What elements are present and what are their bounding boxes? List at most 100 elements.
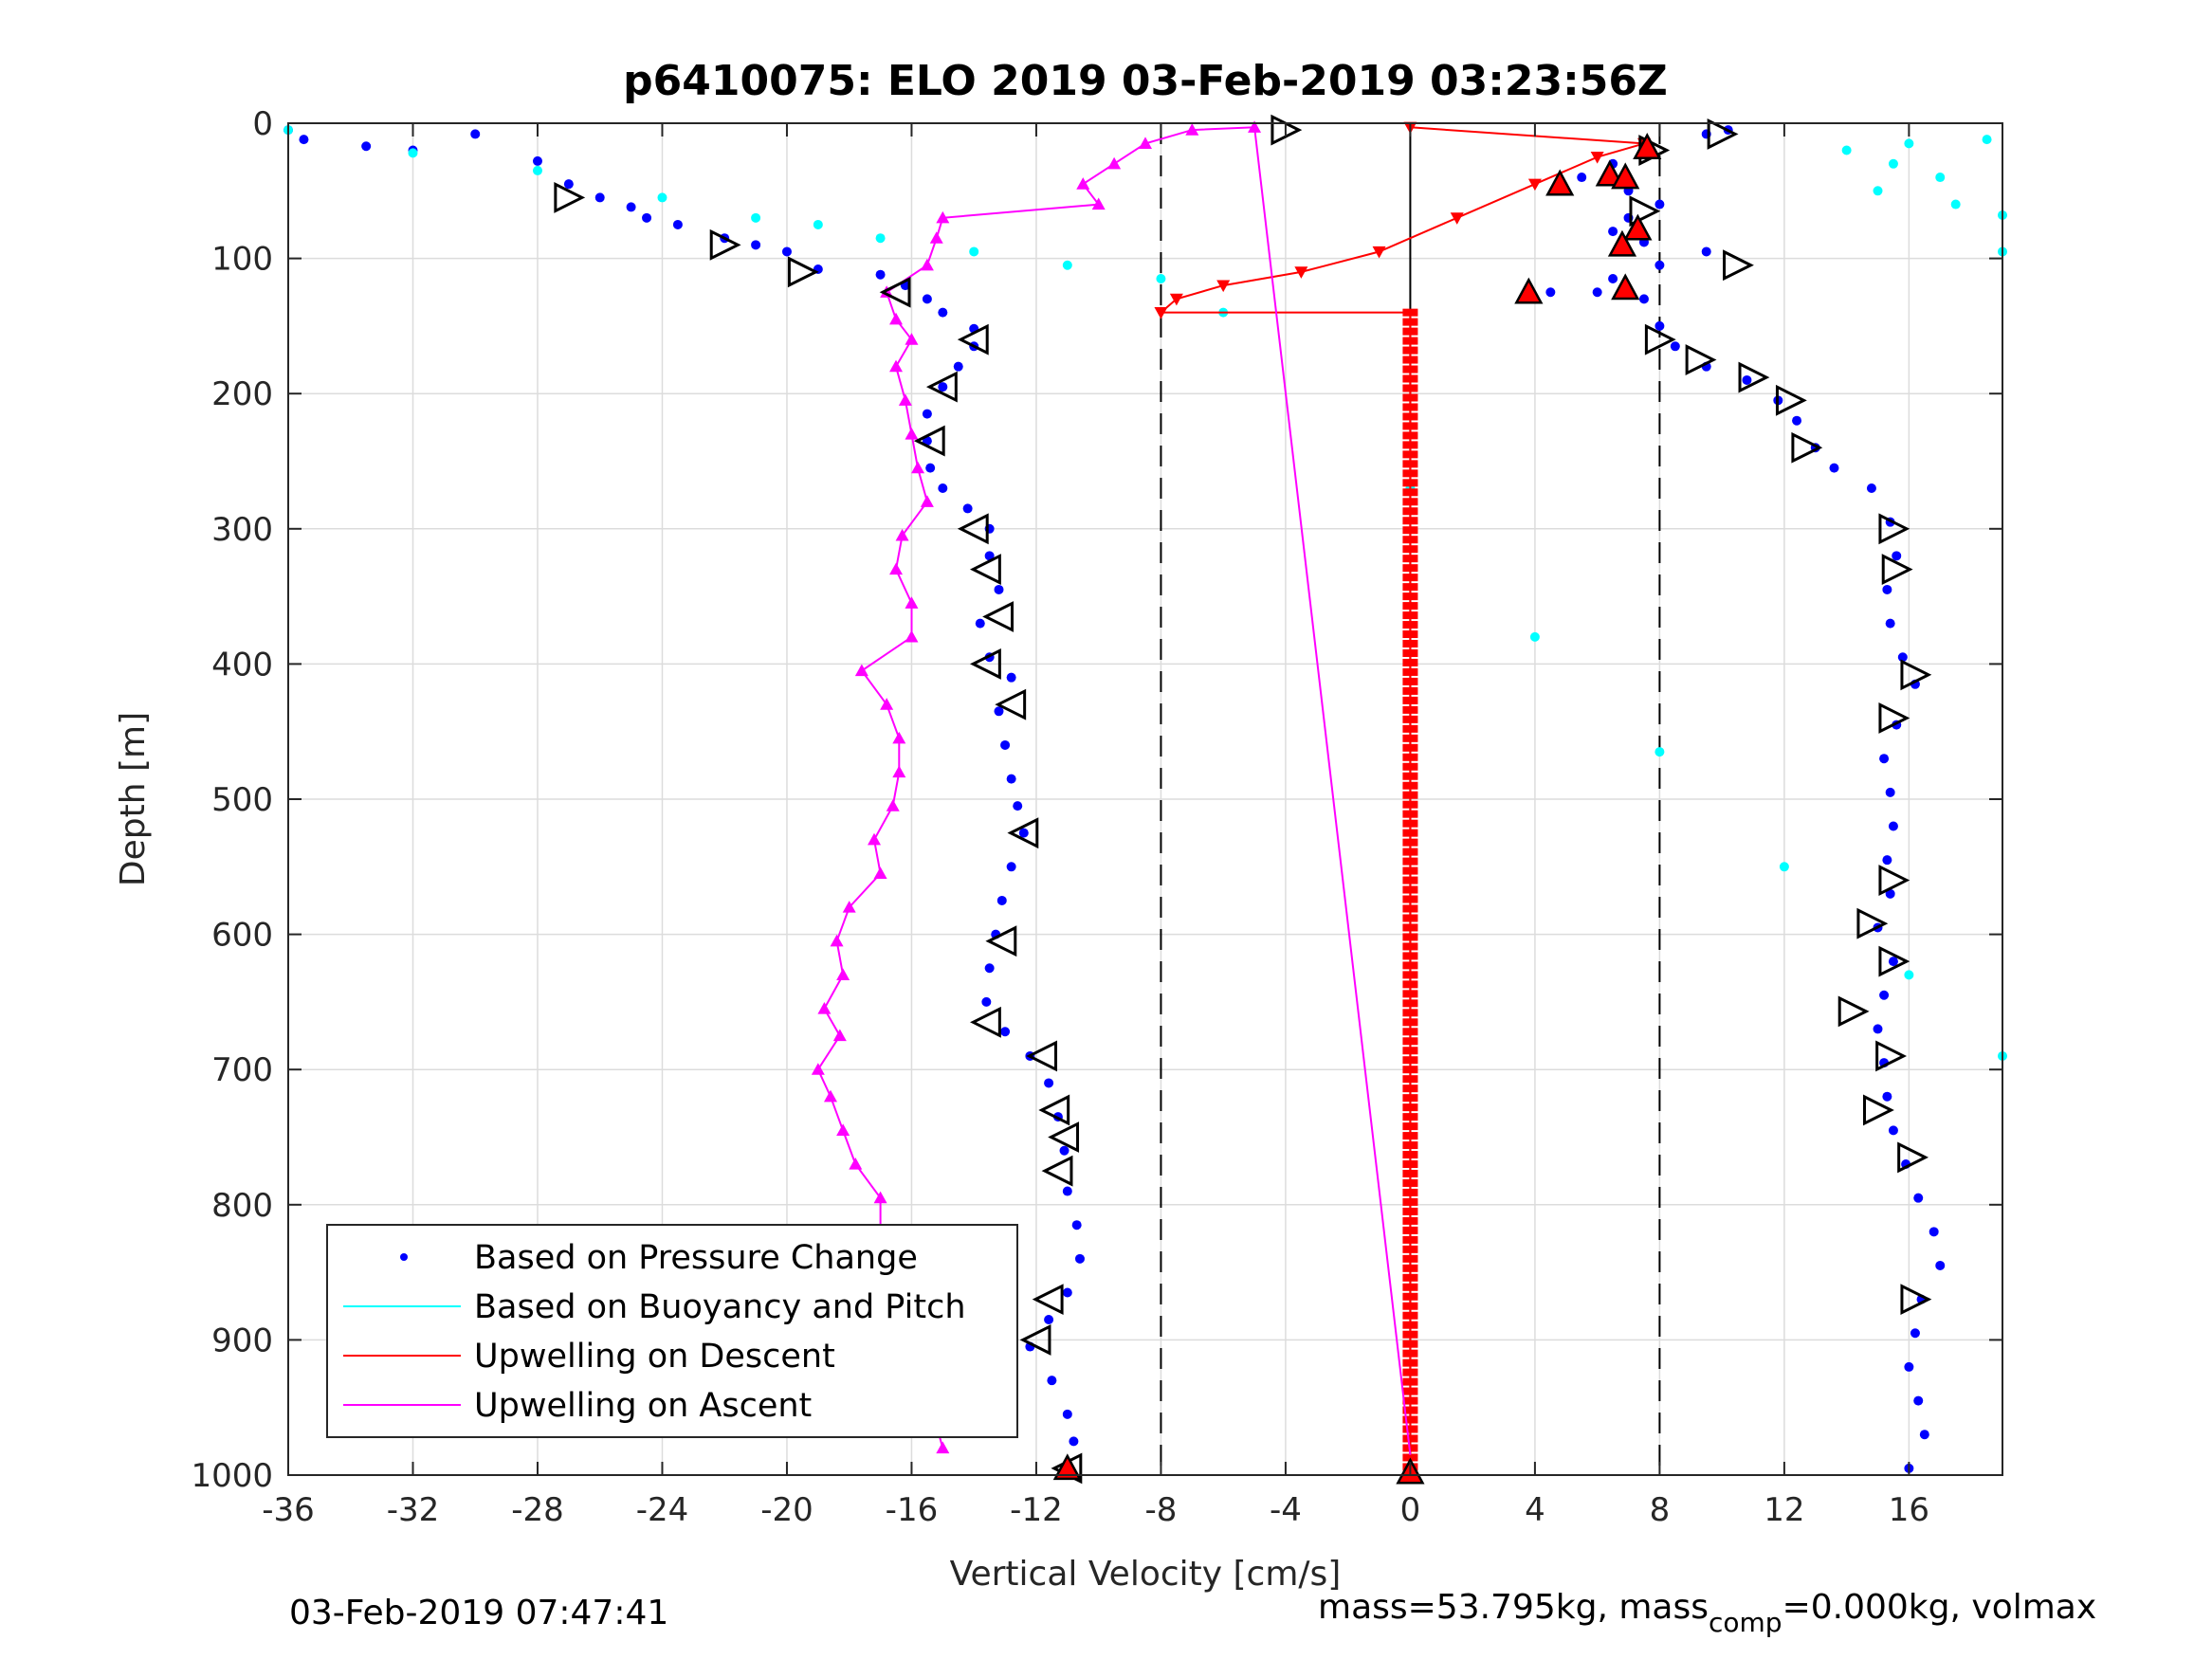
upwelling-descent-zero-marker (1402, 517, 1418, 525)
pressure-change-point (1062, 1409, 1072, 1419)
pressure-change-point (1654, 320, 1665, 331)
upwelling-descent-zero-marker (1402, 431, 1418, 440)
pressure-change-point (563, 179, 574, 190)
pressure-change-point (1888, 158, 1898, 169)
upwelling-descent-zero-marker (1402, 1377, 1418, 1386)
upwelling-descent-zero-marker (1402, 1028, 1418, 1036)
upwelling-descent-zero-marker (1402, 327, 1418, 336)
pressure-change-point (1062, 260, 1072, 270)
pressure-change-point (1866, 483, 1876, 494)
descent-direction-marker (1856, 907, 1889, 939)
series-upwelling-ascent-line (816, 126, 1412, 1455)
upwelling-ascent-marker (823, 1089, 837, 1103)
upwelling-ascent-marker (905, 629, 919, 643)
y-tick-label: 200 (211, 375, 273, 413)
upwelling-ascent-marker (868, 832, 882, 846)
pressure-change-point (1608, 227, 1618, 237)
upwelling-descent-zero-marker (1402, 422, 1418, 430)
upwelling-descent-zero-marker (1402, 393, 1418, 402)
pressure-change-point (1577, 173, 1587, 183)
upwelling-descent-zero-marker (1402, 1207, 1418, 1215)
pressure-change-point (1892, 551, 1902, 561)
upwelling-descent-zero-marker (1402, 1283, 1418, 1291)
descent-direction-marker (1644, 323, 1676, 356)
upwelling-descent-zero-marker (1402, 384, 1418, 392)
red-triangle-marker (1052, 1453, 1082, 1481)
upwelling-descent-zero-marker (1402, 460, 1418, 468)
pressure-change-point (1888, 1125, 1898, 1136)
pressure-change-point (1950, 199, 1961, 210)
upwelling-descent-zero-marker (1402, 753, 1418, 761)
upwelling-ascent-marker (1139, 137, 1152, 149)
upwelling-descent-zero-marker (1402, 810, 1418, 818)
descent-direction-marker (1900, 659, 1932, 691)
upwelling-descent-zero-marker (1402, 611, 1418, 620)
upwelling-descent-zero-marker (1402, 1264, 1418, 1272)
upwelling-descent-zero-marker (1402, 829, 1418, 837)
pressure-change-point (938, 382, 948, 392)
upwelling-descent-marker (1372, 246, 1386, 259)
pressure-change-point (1071, 1220, 1082, 1231)
y-tick-label: 400 (211, 646, 273, 684)
upwelling-descent-zero-marker (1402, 980, 1418, 989)
upwelling-descent-zero-marker (1402, 1216, 1418, 1225)
pressure-change-point (1882, 855, 1892, 866)
ticks: -36 -32 -28 -24 -20 -16 -12 -8 -4 0 4 8 12 16 0 100 200 3… (191, 105, 2002, 1529)
pressure-change-point (1529, 631, 1540, 642)
pressure-change-point (1888, 957, 1898, 967)
upwelling-descent-zero-marker (1402, 686, 1418, 695)
pressure-change-point (1018, 828, 1029, 838)
pressure-change-point (1910, 1328, 1920, 1339)
red-triangle-marker (1607, 229, 1637, 257)
upwelling-descent-zero-marker (1402, 621, 1418, 629)
red-triangle-marker (1623, 213, 1653, 241)
upwelling-descent-zero-marker (1402, 337, 1418, 345)
upwelling-descent-zero-marker (1402, 1197, 1418, 1206)
descent-direction-marker (1897, 1141, 1929, 1174)
upwelling-descent-zero-marker (1402, 412, 1418, 421)
upwelling-descent-zero-marker (1402, 781, 1418, 790)
upwelling-ascent-marker (854, 664, 868, 677)
pressure-change-point (969, 246, 979, 257)
pressure-change-point (994, 584, 1004, 594)
ascent-direction-marker (1019, 1323, 1051, 1356)
footer-mass-info: mass=53.795kg, masscomp=0.000kg, volmax (1318, 1588, 2096, 1638)
upwelling-descent-zero-marker (1402, 1151, 1418, 1159)
upwelling-descent-zero-marker (1402, 365, 1418, 374)
y-tick-label: 100 (211, 241, 273, 279)
descent-direction-marker (1878, 702, 1910, 734)
x-tick-label: -20 (760, 1491, 814, 1529)
y-tick-label: 500 (211, 781, 273, 819)
upwelling-ascent-marker (830, 934, 844, 947)
series-upwelling-descent-line (1158, 126, 1645, 1475)
pressure-change-point (953, 361, 963, 372)
y-tick-label: 1000 (191, 1457, 273, 1495)
upwelling-descent-zero-marker (1402, 866, 1418, 875)
pressure-change-point (1000, 1027, 1011, 1037)
pressure-change-point (996, 895, 1007, 905)
pressure-change-point (1873, 1024, 1883, 1034)
descent-direction-marker (1775, 384, 1807, 416)
upwelling-ascent-marker (836, 968, 850, 980)
descent-direction-marker (787, 256, 819, 288)
pressure-change-point (1841, 145, 1852, 155)
upwelling-descent-zero-marker (1402, 1340, 1418, 1348)
upwelling-descent-zero-marker (1402, 715, 1418, 723)
pressure-change-point (875, 269, 886, 280)
upwelling-descent-zero-marker (1402, 923, 1418, 932)
legend-swatch-dot (400, 1253, 408, 1261)
legend-entry-label: Based on Buoyancy and Pitch (474, 1288, 966, 1326)
pressure-change-point (922, 294, 932, 304)
upwelling-descent-zero-marker (1402, 667, 1418, 676)
pressure-change-point (781, 246, 792, 257)
upwelling-ascent-marker (1076, 177, 1090, 190)
upwelling-descent-marker (1294, 266, 1308, 279)
pressure-change-point (975, 618, 985, 629)
x-tick-label: -24 (636, 1491, 689, 1529)
legend-box (326, 1224, 1018, 1438)
descent-direction-marker (1878, 513, 1910, 545)
upwelling-descent-zero-marker (1402, 1113, 1418, 1121)
upwelling-descent-zero-marker (1402, 1415, 1418, 1424)
upwelling-descent-zero-marker (1402, 536, 1418, 544)
